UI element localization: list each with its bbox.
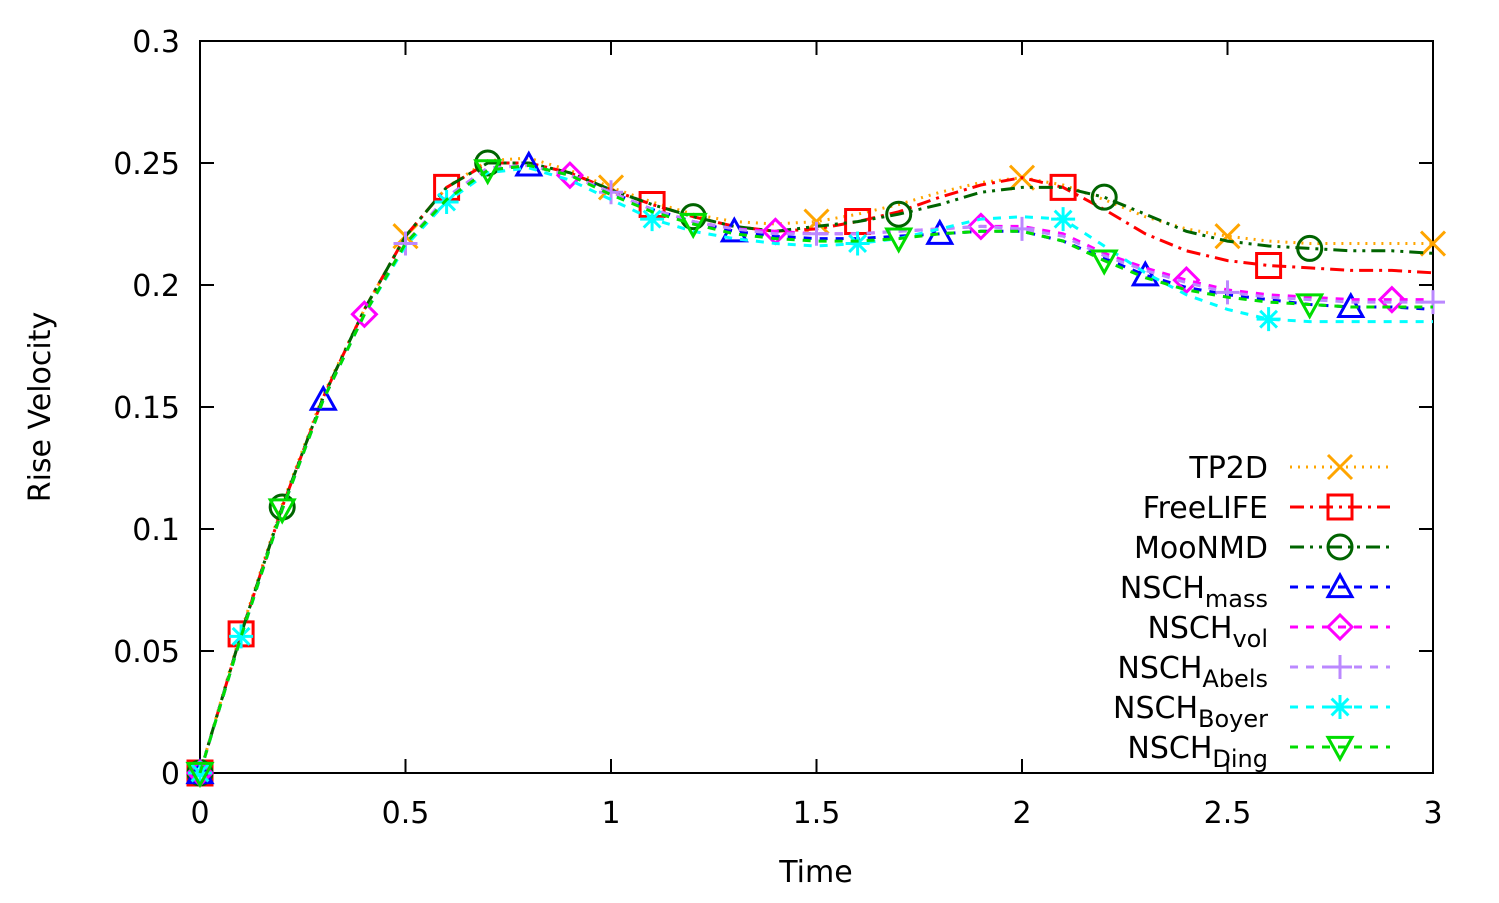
marker bbox=[434, 190, 459, 215]
legend-marker bbox=[1325, 571, 1355, 599]
legend-name: MooNMD bbox=[1134, 531, 1268, 566]
marker bbox=[1419, 230, 1447, 257]
marker bbox=[1256, 307, 1281, 332]
y-tick-label: 0 bbox=[161, 757, 180, 792]
y-tick-label: 0.2 bbox=[132, 269, 180, 304]
legend-name: FreeLIFE bbox=[1143, 491, 1268, 526]
marker bbox=[514, 150, 544, 177]
legend-name: NSCH bbox=[1127, 731, 1212, 766]
marker bbox=[678, 212, 708, 240]
marker bbox=[308, 384, 338, 411]
marker bbox=[1090, 183, 1118, 211]
legend-marker bbox=[1326, 493, 1354, 521]
y-axis-label: Rise Velocity bbox=[23, 312, 58, 503]
legend-label: NSCHBoyer bbox=[1113, 691, 1268, 733]
marker bbox=[185, 761, 215, 789]
x-tick-label: 1.5 bbox=[793, 796, 841, 831]
x-tick-label: 2 bbox=[1012, 796, 1031, 831]
legend-marker bbox=[1326, 453, 1354, 481]
y-tick-label: 0.05 bbox=[113, 635, 180, 670]
legend-subscript: Abels bbox=[1202, 665, 1268, 693]
marker bbox=[433, 173, 461, 201]
x-tick-label: 0 bbox=[190, 796, 209, 831]
x-tick-label: 2.5 bbox=[1204, 796, 1252, 831]
legend-marker bbox=[1328, 695, 1352, 719]
legend-label: NSCHDing bbox=[1127, 731, 1268, 773]
legend-label: TP2D bbox=[1188, 451, 1268, 486]
marker bbox=[1296, 234, 1324, 262]
marker bbox=[1214, 223, 1241, 250]
legend-name: NSCH bbox=[1117, 651, 1202, 686]
y-tick-label: 0.1 bbox=[132, 513, 180, 548]
marker bbox=[1255, 251, 1283, 279]
legend-label: MooNMD bbox=[1134, 531, 1268, 566]
legend-marker bbox=[1326, 533, 1354, 561]
marker bbox=[925, 218, 955, 245]
x-tick-label: 3 bbox=[1423, 796, 1442, 831]
marker bbox=[1421, 290, 1445, 315]
marker bbox=[350, 300, 379, 329]
legend-label: NSCHmass bbox=[1120, 571, 1268, 613]
legend-label: NSCHAbels bbox=[1117, 651, 1268, 693]
x-tick-label: 0.5 bbox=[382, 796, 430, 831]
marker bbox=[393, 231, 418, 256]
y-tick-label: 0.15 bbox=[113, 391, 180, 426]
marker bbox=[1215, 280, 1240, 305]
legend-marker bbox=[1328, 655, 1352, 679]
marker bbox=[267, 498, 297, 525]
marker bbox=[966, 212, 996, 241]
legend-name: NSCH bbox=[1113, 691, 1198, 726]
legend-name: TP2D bbox=[1188, 451, 1268, 486]
legend-name: NSCH bbox=[1120, 571, 1205, 606]
marker bbox=[1051, 207, 1076, 232]
y-tick-label: 0.25 bbox=[113, 147, 180, 182]
plot-frame bbox=[199, 40, 1434, 774]
marker bbox=[1130, 260, 1160, 287]
marker bbox=[640, 207, 665, 232]
legend-marker bbox=[1325, 612, 1355, 642]
legend-label: NSCHvol bbox=[1147, 611, 1268, 653]
x-axis-label: Time bbox=[778, 855, 852, 890]
marker bbox=[229, 624, 254, 649]
marker bbox=[1377, 285, 1407, 314]
legend-marker bbox=[1325, 735, 1355, 763]
marker bbox=[804, 221, 829, 246]
marker bbox=[1089, 249, 1119, 276]
legend-name: NSCH bbox=[1147, 611, 1232, 646]
legend-subscript: vol bbox=[1232, 625, 1268, 653]
marker bbox=[555, 161, 585, 190]
marker bbox=[473, 159, 503, 186]
marker bbox=[1295, 293, 1325, 320]
marker bbox=[1172, 265, 1201, 295]
marker bbox=[1010, 216, 1034, 241]
legend-subscript: Ding bbox=[1212, 745, 1268, 773]
legend-subscript: mass bbox=[1205, 585, 1268, 613]
marker bbox=[1049, 173, 1077, 201]
y-tick-label: 0.3 bbox=[132, 25, 180, 60]
x-tick-label: 1 bbox=[601, 796, 620, 831]
marker bbox=[885, 200, 913, 228]
marker bbox=[845, 231, 870, 256]
legend-subscript: Boyer bbox=[1198, 705, 1268, 733]
legend-label: FreeLIFE bbox=[1143, 491, 1268, 526]
series-line bbox=[198, 163, 1433, 774]
marker bbox=[884, 227, 914, 254]
